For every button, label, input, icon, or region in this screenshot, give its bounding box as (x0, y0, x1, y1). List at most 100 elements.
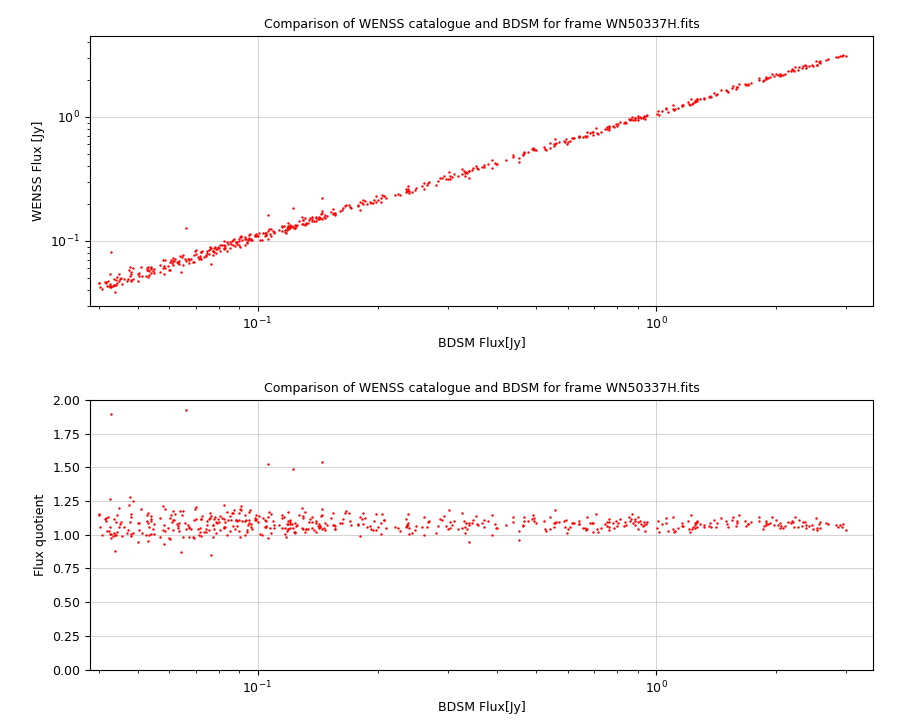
Point (363, 197, 377, 208)
Point (410, 520, 424, 531)
Point (707, 515, 722, 526)
Point (230, 238, 244, 250)
Point (93, 521, 107, 533)
Point (299, 218, 313, 230)
Point (697, 520, 711, 531)
Point (627, 112, 642, 124)
Point (405, 528, 419, 539)
Point (117, 274, 131, 285)
Point (462, 520, 476, 531)
Point (619, 519, 634, 531)
Point (256, 227, 270, 238)
Point (226, 520, 240, 531)
Point (366, 194, 381, 205)
Point (437, 170, 452, 181)
Point (702, 521, 716, 532)
Point (243, 234, 257, 246)
Point (302, 516, 317, 528)
Point (353, 204, 367, 215)
Point (602, 521, 616, 532)
Point (108, 546, 122, 557)
Point (485, 529, 500, 541)
Point (572, 131, 586, 143)
Point (160, 261, 175, 272)
Point (181, 253, 195, 264)
Point (209, 516, 223, 528)
Point (720, 85, 734, 96)
Point (202, 507, 217, 518)
Point (401, 181, 416, 192)
Point (417, 529, 431, 541)
Point (756, 76, 770, 87)
Point (140, 262, 154, 274)
Point (516, 148, 530, 160)
Point (590, 523, 604, 534)
Point (363, 521, 377, 532)
Point (511, 526, 526, 537)
Point (485, 509, 500, 521)
Point (217, 243, 231, 254)
Point (729, 520, 743, 531)
Point (281, 523, 295, 534)
Point (194, 531, 209, 542)
Point (507, 149, 521, 161)
Point (441, 523, 455, 534)
Point (813, 522, 827, 534)
Point (312, 518, 327, 529)
Point (631, 114, 645, 126)
Point (171, 520, 185, 531)
Point (594, 126, 608, 138)
Point (142, 521, 157, 533)
Point (298, 219, 312, 230)
Point (288, 222, 302, 234)
Point (248, 512, 263, 523)
Point (102, 526, 116, 537)
Point (222, 237, 237, 248)
Point (806, 59, 820, 71)
Point (171, 256, 185, 268)
Point (356, 198, 370, 210)
Point (220, 514, 235, 526)
Point (759, 71, 773, 83)
Point (652, 109, 666, 121)
Point (299, 523, 313, 535)
Point (260, 233, 274, 245)
Point (120, 275, 134, 287)
Point (123, 274, 138, 286)
Point (580, 524, 594, 536)
Point (600, 123, 615, 135)
Point (172, 517, 186, 528)
Point (220, 530, 234, 541)
Point (586, 130, 600, 141)
Point (572, 518, 586, 529)
Point (516, 521, 530, 532)
Point (680, 96, 695, 108)
Point (294, 503, 309, 514)
Point (217, 522, 231, 534)
Point (177, 253, 192, 265)
Point (112, 518, 127, 530)
Point (572, 131, 586, 143)
Point (156, 523, 170, 535)
Point (788, 512, 803, 523)
Point (470, 518, 484, 530)
Point (166, 514, 181, 526)
Point (207, 523, 221, 535)
Point (353, 197, 367, 208)
Point (799, 62, 814, 73)
Point (248, 229, 263, 240)
Point (288, 518, 302, 529)
Point (253, 234, 267, 246)
Point (193, 523, 207, 534)
Point (104, 268, 118, 279)
Point (572, 130, 586, 141)
Point (517, 145, 531, 157)
Point (780, 66, 795, 77)
Point (720, 86, 734, 97)
Point (130, 536, 145, 548)
Point (609, 521, 624, 532)
Point (165, 516, 179, 528)
Point (590, 526, 605, 538)
Point (202, 248, 216, 260)
Point (668, 104, 682, 115)
